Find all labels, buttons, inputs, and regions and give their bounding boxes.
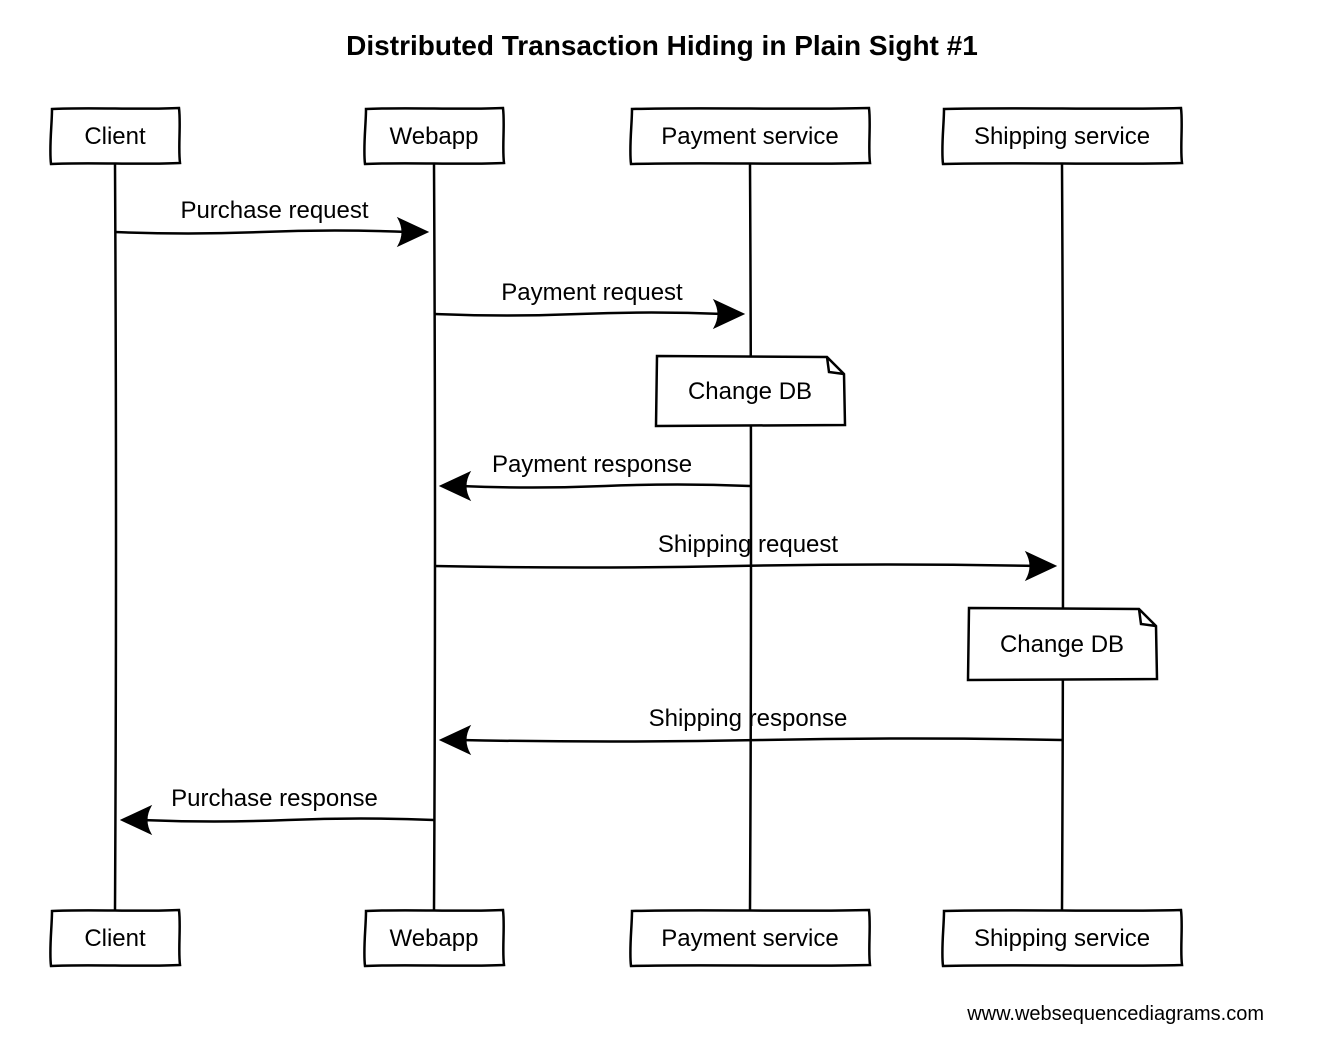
- actor-label-top-webapp: Webapp: [390, 123, 479, 150]
- message-line-0: [115, 231, 408, 234]
- message-line-3: [434, 565, 1036, 568]
- message-line-4: [460, 739, 1062, 742]
- diagram-title: Distributed Transaction Hiding in Plain …: [346, 30, 978, 61]
- message-label-1: Payment request: [501, 279, 683, 306]
- message-label-0: Purchase request: [180, 197, 368, 224]
- message-label-3: Shipping request: [658, 531, 838, 558]
- message-line-1: [434, 313, 724, 316]
- message-arrowhead-4: [440, 726, 470, 754]
- lifeline-webapp: [434, 164, 435, 910]
- actor-label-bottom-webapp: Webapp: [390, 925, 479, 952]
- actor-label-bottom-payment: Payment service: [661, 925, 838, 952]
- message-arrowhead-5: [121, 806, 151, 834]
- message-label-2: Payment response: [492, 451, 692, 478]
- message-arrowhead-2: [440, 472, 470, 500]
- message-arrowhead-1: [714, 300, 744, 328]
- lifeline-shipping: [1062, 164, 1063, 910]
- actor-label-top-payment: Payment service: [661, 123, 838, 150]
- note-label-payment: Change DB: [688, 378, 812, 405]
- message-label-4: Shipping response: [649, 705, 848, 732]
- lifeline-client: [115, 164, 116, 910]
- actor-label-top-shipping: Shipping service: [974, 123, 1150, 150]
- message-label-5: Purchase response: [171, 785, 378, 812]
- actor-label-bottom-shipping: Shipping service: [974, 925, 1150, 952]
- actor-label-top-client: Client: [84, 123, 146, 150]
- note-label-shipping: Change DB: [1000, 631, 1124, 658]
- message-arrowhead-3: [1026, 552, 1056, 580]
- actor-label-bottom-client: Client: [84, 925, 146, 952]
- message-line-2: [460, 485, 750, 488]
- footer-credit: www.websequencediagrams.com: [966, 1003, 1264, 1025]
- message-arrowhead-0: [398, 218, 428, 246]
- message-line-5: [141, 819, 434, 822]
